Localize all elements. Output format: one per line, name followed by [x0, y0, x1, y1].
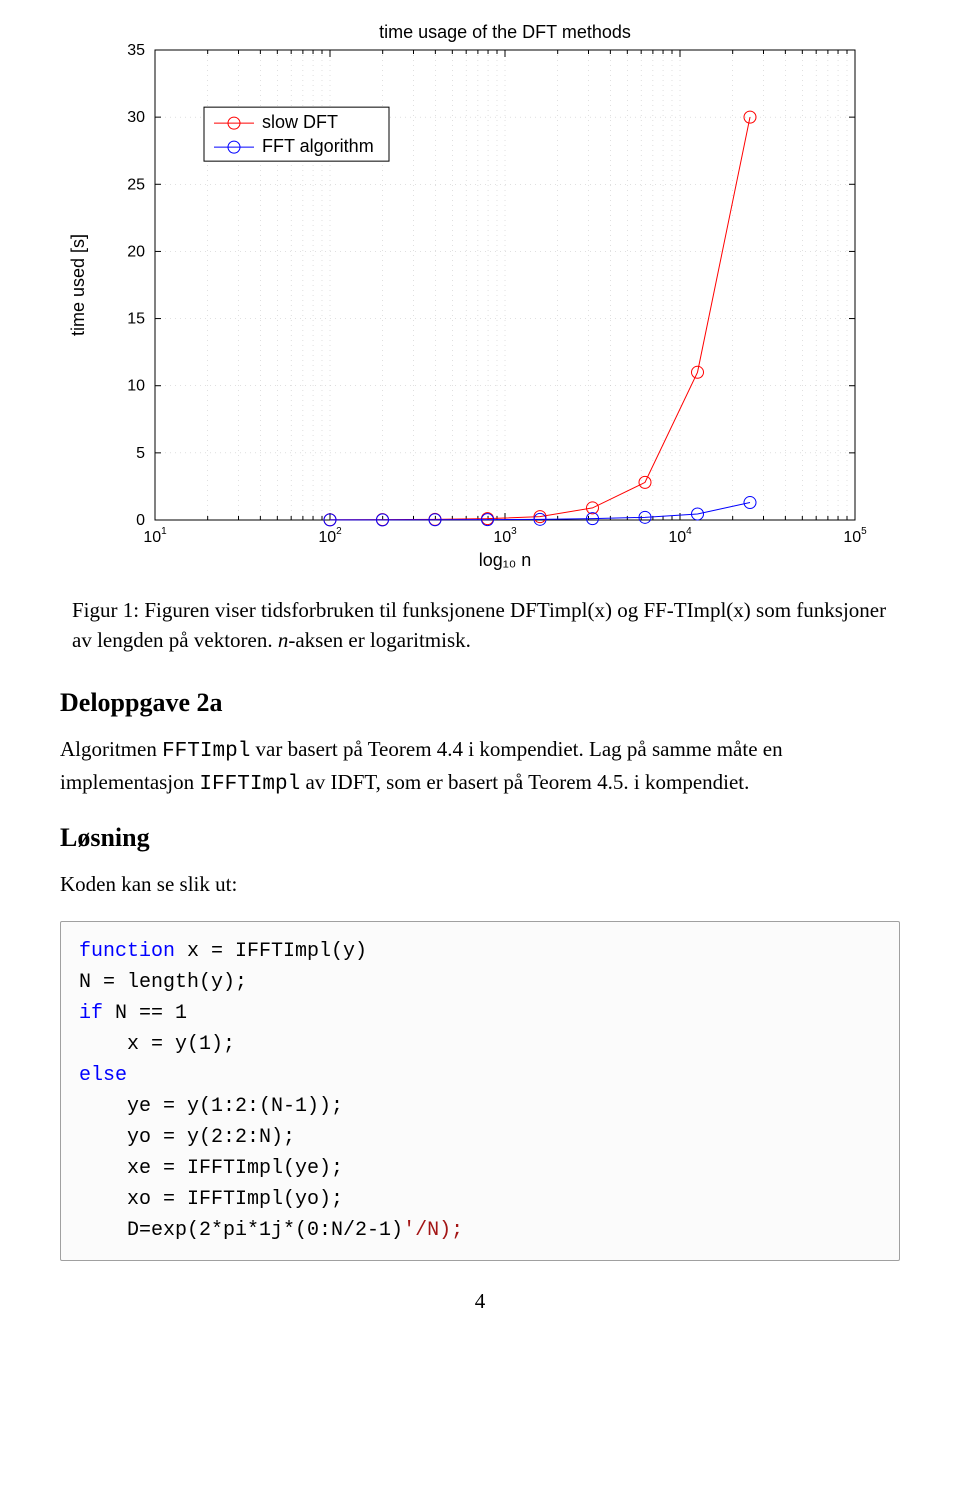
paragraph-losning: Koden kan se slik ut:: [60, 869, 900, 899]
code-l10-str: '/N);: [403, 1219, 463, 1242]
heading-deloppgave-2a: Deloppgave 2a: [60, 688, 900, 718]
svg-text:log₁₀ n: log₁₀ n: [479, 550, 532, 570]
caption-italic-n: n: [278, 628, 289, 652]
svg-text:35: 35: [127, 42, 145, 59]
code-l2: N = length(y);: [79, 971, 247, 994]
svg-text:slow DFT: slow DFT: [262, 112, 338, 132]
code-l10a: D=exp(2*pi*1j*(0:N/2-1): [79, 1219, 403, 1242]
svg-text:20: 20: [127, 243, 145, 260]
svg-text:5: 5: [136, 445, 145, 462]
code-kw-if: if: [79, 1002, 103, 1025]
chart-container: time usage of the DFT methods 0 5 10 15 20 25 3…: [60, 20, 900, 585]
svg-text:0: 0: [136, 512, 145, 529]
svg-text:time used [s]: time used [s]: [68, 234, 88, 336]
caption-text-1: Figur 1: Figuren viser tidsforbruken til…: [72, 598, 886, 652]
svg-text:FFT algorithm: FFT algorithm: [262, 136, 374, 156]
page-number: 4: [60, 1289, 900, 1314]
svg-text:30: 30: [127, 109, 145, 126]
svg-text:25: 25: [127, 176, 145, 193]
svg-text:time usage of the DFT methods: time usage of the DFT methods: [379, 22, 631, 42]
heading-losning: Løsning: [60, 823, 900, 853]
figure-caption: Figur 1: Figuren viser tidsforbruken til…: [72, 595, 888, 656]
code-kw-else: else: [79, 1064, 127, 1087]
code-l6: ye = y(1:2:(N-1));: [79, 1095, 343, 1118]
code-l1: x = IFFTImpl(y): [175, 940, 367, 963]
page: time usage of the DFT methods 0 5 10 15 20 25 3…: [0, 0, 960, 1354]
code-inline-fftimpl: FFTImpl: [162, 740, 250, 763]
dft-time-chart: time usage of the DFT methods 0 5 10 15 20 25 3…: [60, 20, 900, 580]
svg-text:15: 15: [127, 311, 145, 328]
code-block: function x = IFFTImpl(y) N = length(y); …: [60, 921, 900, 1261]
svg-text:10: 10: [127, 378, 145, 395]
para-2a-text-1: Algoritmen: [60, 737, 162, 761]
code-inline-ifftimpl: IFFTImpl: [199, 773, 300, 796]
para-2a-text-3: av IDFT, som er basert på Teorem 4.5. i …: [300, 770, 749, 794]
code-l3: N == 1: [103, 1002, 187, 1025]
code-l4: x = y(1);: [79, 1033, 235, 1056]
code-l9: xo = IFFTImpl(yo);: [79, 1188, 343, 1211]
code-l7: yo = y(2:2:N);: [79, 1126, 295, 1149]
code-l8: xe = IFFTImpl(ye);: [79, 1157, 343, 1180]
paragraph-2a: Algoritmen FFTImpl var basert på Teorem …: [60, 734, 900, 801]
caption-text-2: -aksen er logaritmisk.: [288, 628, 471, 652]
code-kw-function: function: [79, 940, 175, 963]
